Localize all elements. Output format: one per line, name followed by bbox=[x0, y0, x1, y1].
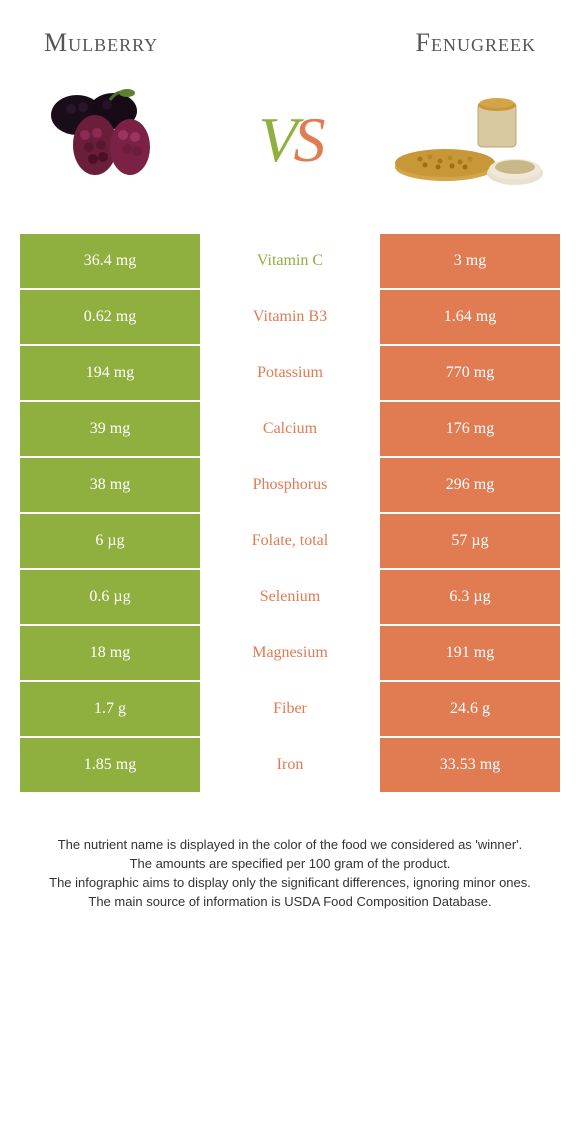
table-row: 39 mgCalcium176 mg bbox=[20, 402, 560, 458]
right-value: 6.3 µg bbox=[380, 570, 560, 626]
vs-s: S bbox=[294, 104, 322, 175]
vs-label: VS bbox=[258, 103, 321, 177]
footnote-line: The infographic aims to display only the… bbox=[28, 874, 552, 893]
nutrient-name: Calcium bbox=[200, 402, 380, 458]
left-value: 194 mg bbox=[20, 346, 200, 402]
header: Mulberry Fenugreek bbox=[0, 0, 580, 70]
left-value: 1.7 g bbox=[20, 682, 200, 738]
nutrient-name: Magnesium bbox=[200, 626, 380, 682]
table-row: 1.7 gFiber24.6 g bbox=[20, 682, 560, 738]
nutrient-name: Iron bbox=[200, 738, 380, 794]
right-value: 33.53 mg bbox=[380, 738, 560, 794]
mulberry-image bbox=[30, 80, 190, 200]
table-row: 1.85 mgIron33.53 mg bbox=[20, 738, 560, 794]
vs-v: V bbox=[258, 104, 293, 175]
right-value: 1.64 mg bbox=[380, 290, 560, 346]
left-value: 18 mg bbox=[20, 626, 200, 682]
footnote-line: The amounts are specified per 100 gram o… bbox=[28, 855, 552, 874]
nutrient-name: Folate, total bbox=[200, 514, 380, 570]
nutrient-name: Potassium bbox=[200, 346, 380, 402]
left-value: 6 µg bbox=[20, 514, 200, 570]
table-row: 0.62 mgVitamin B31.64 mg bbox=[20, 290, 560, 346]
nutrient-name: Phosphorus bbox=[200, 458, 380, 514]
table-row: 36.4 mgVitamin C3 mg bbox=[20, 234, 560, 290]
comparison-table: 36.4 mgVitamin C3 mg0.62 mgVitamin B31.6… bbox=[20, 234, 560, 794]
footnotes: The nutrient name is displayed in the co… bbox=[0, 794, 580, 911]
right-food-title: Fenugreek bbox=[416, 28, 536, 58]
left-value: 0.62 mg bbox=[20, 290, 200, 346]
right-value: 191 mg bbox=[380, 626, 560, 682]
right-value: 176 mg bbox=[380, 402, 560, 458]
right-value: 24.6 g bbox=[380, 682, 560, 738]
table-row: 18 mgMagnesium191 mg bbox=[20, 626, 560, 682]
footnote-line: The main source of information is USDA F… bbox=[28, 893, 552, 912]
table-row: 38 mgPhosphorus296 mg bbox=[20, 458, 560, 514]
left-value: 1.85 mg bbox=[20, 738, 200, 794]
table-row: 0.6 µgSelenium6.3 µg bbox=[20, 570, 560, 626]
left-food-title: Mulberry bbox=[44, 28, 158, 58]
right-value: 57 µg bbox=[380, 514, 560, 570]
right-value: 3 mg bbox=[380, 234, 560, 290]
left-value: 36.4 mg bbox=[20, 234, 200, 290]
left-value: 38 mg bbox=[20, 458, 200, 514]
fenugreek-image bbox=[390, 80, 550, 200]
hero-row: VS bbox=[0, 70, 580, 234]
table-row: 6 µgFolate, total57 µg bbox=[20, 514, 560, 570]
nutrient-name: Vitamin C bbox=[200, 234, 380, 290]
right-value: 770 mg bbox=[380, 346, 560, 402]
nutrient-name: Selenium bbox=[200, 570, 380, 626]
nutrient-name: Fiber bbox=[200, 682, 380, 738]
table-row: 194 mgPotassium770 mg bbox=[20, 346, 560, 402]
left-value: 39 mg bbox=[20, 402, 200, 458]
right-value: 296 mg bbox=[380, 458, 560, 514]
left-value: 0.6 µg bbox=[20, 570, 200, 626]
footnote-line: The nutrient name is displayed in the co… bbox=[28, 836, 552, 855]
nutrient-name: Vitamin B3 bbox=[200, 290, 380, 346]
